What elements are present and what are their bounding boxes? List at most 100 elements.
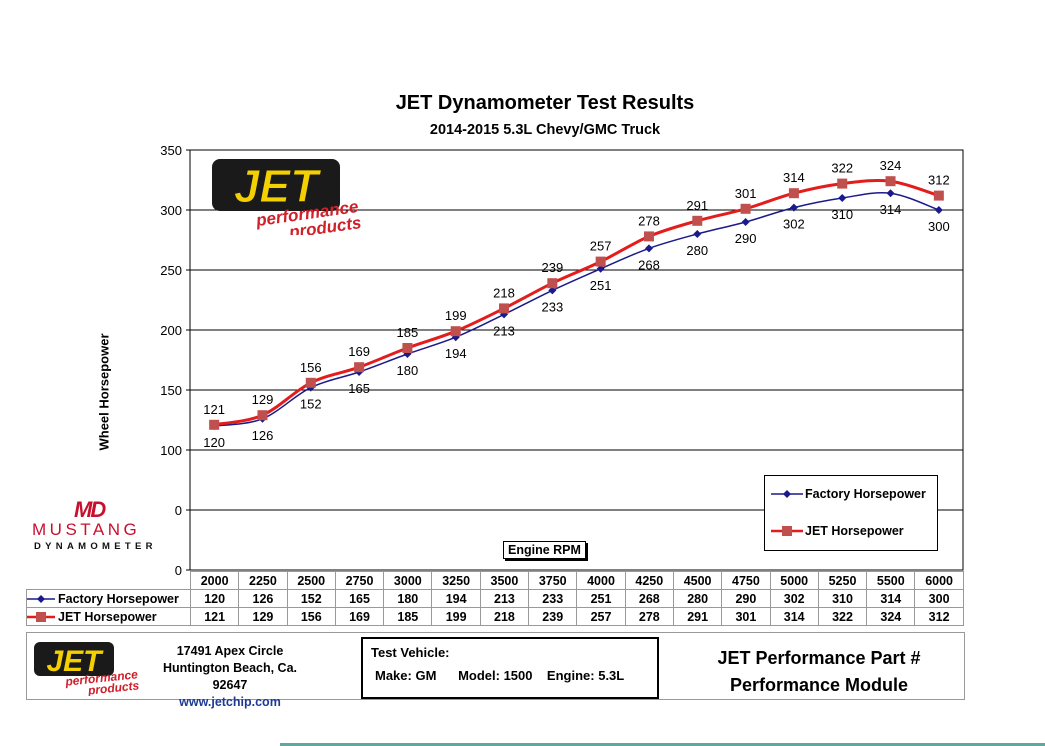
factory-point [741, 218, 750, 226]
factory-hp-cell: 280 [672, 589, 723, 608]
vehicle-title: Test Vehicle: [371, 645, 450, 660]
mustang-logo-mark: MD [74, 497, 106, 522]
jet-row-label: JET Horsepower [58, 609, 157, 624]
y-tick-label: 250 [160, 263, 182, 278]
legend-label-jet: JET Horsepower [805, 524, 904, 538]
factory-data-label: 314 [880, 202, 902, 217]
factory-point [886, 189, 895, 198]
x-axis-label: Engine RPM [503, 541, 586, 559]
y-tick-label: 200 [160, 323, 182, 338]
jet-series-swatch [27, 611, 55, 622]
jet-point [740, 203, 751, 214]
jet-data-label: 185 [397, 325, 419, 340]
footer-box [26, 632, 965, 700]
rpm-cell: 3750 [528, 571, 578, 590]
factory-point [644, 244, 653, 253]
jet-logo-badge [212, 159, 340, 211]
factory-series-line [214, 191, 940, 427]
jet-hp-cell: 301 [721, 607, 771, 626]
rpm-cell: 5500 [866, 571, 916, 590]
y-tick-label: 300 [160, 203, 182, 218]
factory-point [789, 203, 798, 212]
factory-hp-cell: 213 [479, 589, 530, 608]
jet-point [354, 362, 365, 373]
jet-data-label: 301 [735, 186, 757, 201]
table-row-jet: JET Horsepower 121 129 156 169 185 199 2… [26, 607, 964, 626]
rpm-cell: 2000 [189, 571, 240, 590]
chart-title: JET Dynamometer Test Results [395, 92, 695, 114]
address-line1: 17491 Apex Circle [176, 644, 284, 658]
jet-series-line [213, 178, 940, 427]
y-tick-label: 100 [160, 443, 182, 458]
jet-hp-cell: 322 [817, 607, 868, 626]
y-tick-label: 0 [175, 503, 182, 518]
jet-point [933, 190, 944, 201]
jet-data-label: 291 [686, 198, 708, 213]
factory-hp-cell: 194 [431, 589, 481, 608]
factory-data-label: 300 [928, 219, 950, 234]
jet-hp-cell: 239 [528, 607, 578, 626]
footer-jet-logo-line2: products [86, 678, 140, 696]
rpm-cell: 4750 [721, 571, 771, 590]
factory-data-label: 120 [203, 435, 225, 450]
jet-hp-cell: 324 [866, 607, 916, 626]
factory-point [934, 206, 943, 214]
mustang-logo-name: MUSTANG [32, 520, 141, 539]
table-row-rpm: 2000 2250 2500 2750 3000 3250 3500 3750 … [27, 571, 964, 590]
jet-hp-cell: 199 [431, 607, 481, 626]
footer-jet-logo-badge [34, 642, 114, 676]
jet-hp-cell: 312 [914, 607, 964, 626]
jet-hp-cell: 156 [286, 607, 336, 626]
rpm-cell: 2250 [238, 571, 288, 590]
rpm-cell: 4250 [624, 571, 674, 590]
rpm-cell: 3500 [479, 571, 530, 590]
part-name: Performance Module [729, 675, 909, 695]
address-line2: Huntington Beach, Ca. 92647 [162, 661, 298, 692]
factory-data-label: 302 [783, 217, 805, 232]
vehicle-details: Make: GM Model: 1500 Engine: 5.3L [375, 668, 625, 683]
footer-jet-logo: JET performance products [34, 642, 140, 696]
rpm-cell: 2500 [286, 571, 336, 590]
jet-data-label: 257 [590, 239, 612, 254]
jet-data-label: 129 [252, 392, 274, 407]
part-info: JET Performance Part # Performance Modul… [676, 645, 962, 699]
factory-hp-cell: 251 [576, 589, 626, 608]
website-link[interactable]: www.jetchip.com [179, 695, 281, 709]
jet-point [885, 176, 896, 187]
jet-data-label: 218 [493, 285, 515, 300]
jet-data-label: 121 [203, 402, 225, 417]
factory-data-label: 152 [300, 397, 322, 412]
jet-point [692, 215, 703, 226]
jet-point [305, 377, 316, 388]
factory-data-label: 213 [493, 323, 515, 338]
table-corner [27, 572, 191, 590]
chart-subtitle: 2014-2015 5.3L Chevy/GMC Truck [429, 122, 661, 138]
factory-hp-cell: 180 [383, 589, 433, 608]
rpm-cell: 5000 [769, 571, 819, 590]
jet-data-label: 322 [831, 161, 853, 176]
jet-data-label: 324 [880, 158, 902, 173]
jet-data-label: 199 [445, 308, 467, 323]
factory-hp-cell: 165 [334, 589, 385, 608]
factory-data-label: 180 [397, 363, 419, 378]
jet-data-label: 156 [300, 360, 322, 375]
factory-series-swatch [27, 594, 55, 603]
factory-hp-cell: 302 [769, 589, 819, 608]
table-row-factory: Factory Horsepower 120 126 152 165 180 1… [26, 589, 964, 608]
factory-hp-cell: 290 [721, 589, 771, 608]
factory-hp-cell: 126 [238, 589, 288, 608]
factory-data-label: 280 [686, 243, 708, 258]
factory-point [596, 264, 605, 273]
mustang-logo-sub: DYNAMOMETER [34, 541, 157, 552]
test-vehicle-box: Test Vehicle: Make: GM Model: 1500 Engin… [361, 637, 659, 699]
rpm-cell: 3000 [383, 571, 433, 590]
y-tick-label: 350 [160, 143, 182, 158]
legend-swatch-jet [771, 526, 803, 536]
factory-hp-cell: 268 [624, 589, 674, 608]
y-axis-label: Wheel Horsepower [96, 333, 112, 451]
jet-point [209, 419, 220, 430]
factory-data-label: 165 [348, 381, 370, 396]
chart-legend: Factory Horsepower JET Horsepower [764, 475, 938, 551]
jet-point [643, 231, 654, 242]
